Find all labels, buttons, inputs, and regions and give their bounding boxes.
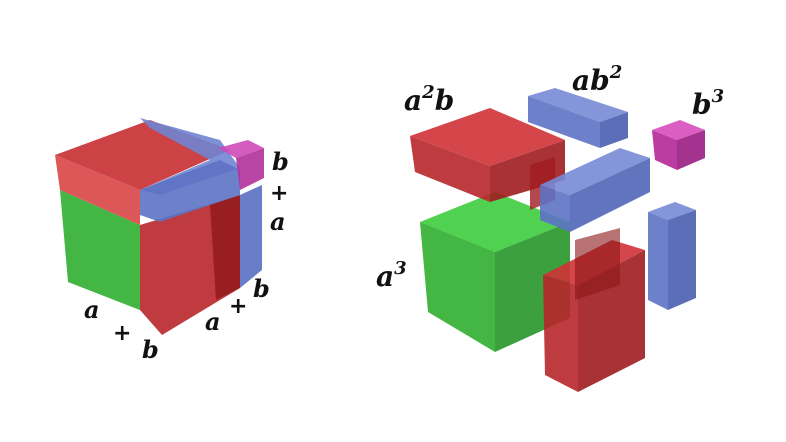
exploded-pieces xyxy=(410,88,705,392)
label-right-edge: b + a xyxy=(270,147,289,236)
label-a2b: a2b xyxy=(404,82,454,117)
label-b3: b3 xyxy=(692,86,724,121)
abb-bar-front-top xyxy=(140,160,240,222)
label-right-a: a xyxy=(270,207,286,236)
label-fl-a: a xyxy=(84,295,100,324)
label-a3: a3 xyxy=(376,258,407,293)
ab2-bar-middle-piece xyxy=(540,148,650,232)
ab-slab-shade xyxy=(210,195,240,300)
label-front-left-edge: a + b xyxy=(84,295,159,364)
label-fr-a: a xyxy=(205,307,221,336)
ab2-bar-tall-piece xyxy=(648,202,696,310)
abb-bar-right-face xyxy=(240,185,262,288)
b-cube-top xyxy=(218,140,264,158)
label-front-right-edge: a + b xyxy=(205,274,270,336)
label-fl-b: b xyxy=(142,335,159,364)
b-cube-piece xyxy=(652,120,705,170)
a-cube-front-face xyxy=(60,190,140,310)
label-fr-b: b xyxy=(253,274,270,303)
label-right-b: b xyxy=(272,147,289,176)
ab2-bar-top-piece xyxy=(528,88,628,148)
assembled-cube xyxy=(55,118,264,335)
ab-slab-top-front xyxy=(55,155,140,225)
label-fl-plus: + xyxy=(113,321,131,346)
label-ab2: ab2 xyxy=(572,62,622,97)
label-fr-plus: + xyxy=(229,294,247,319)
label-right-plus: + xyxy=(270,181,288,206)
a2b-slab-piece xyxy=(410,108,565,202)
b-cube-face xyxy=(236,148,264,190)
a2b-slab-tall-piece xyxy=(543,228,645,392)
